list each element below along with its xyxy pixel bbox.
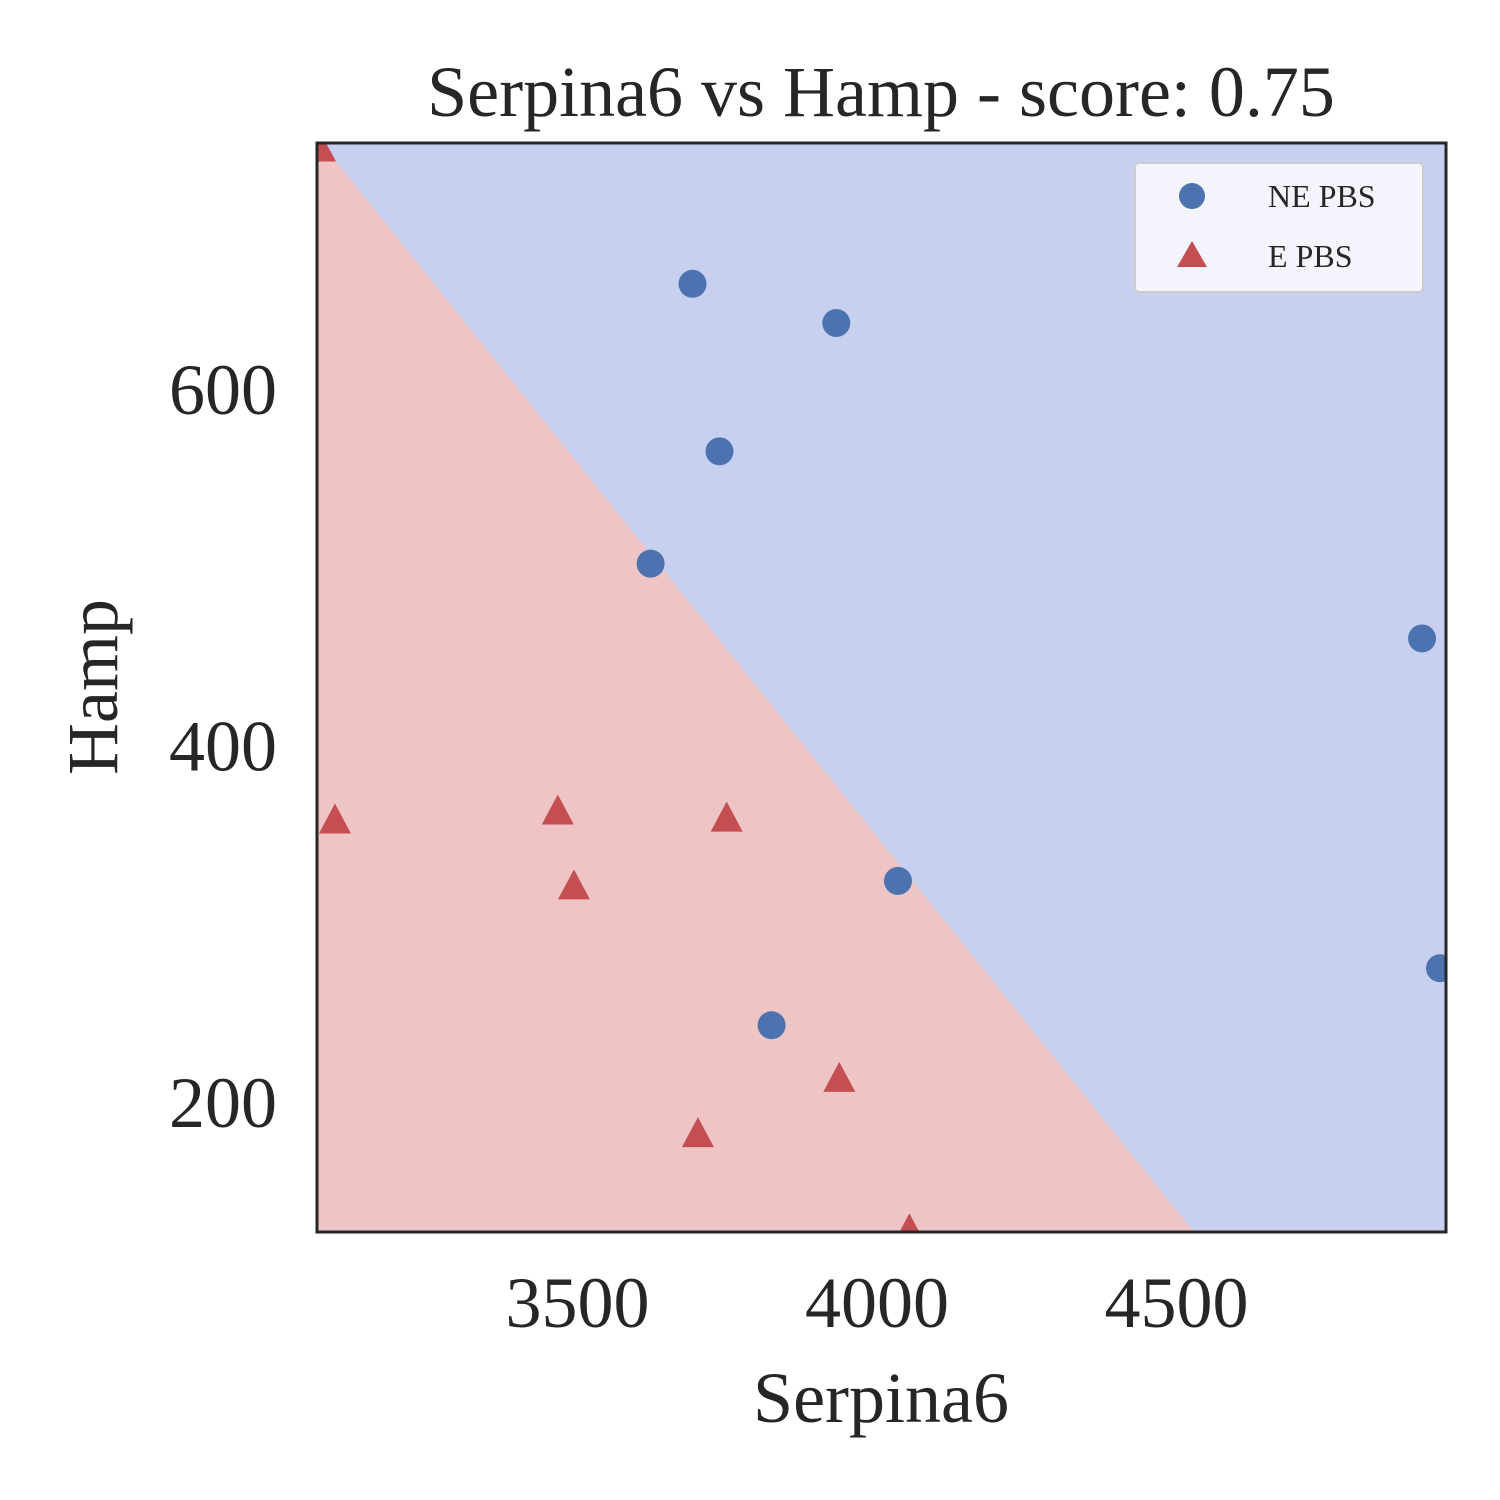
x-axis-label: Serpina6 [753, 1358, 1009, 1438]
ne-pbs-point [883, 866, 912, 895]
x-tick-label: 4000 [805, 1263, 949, 1343]
x-tick-label: 3500 [506, 1263, 650, 1343]
legend-marker-ne-pbs [1179, 183, 1205, 209]
e-pbs-point [681, 1117, 714, 1148]
chart-title: Serpina6 vs Hamp - score: 0.75 [427, 52, 1335, 132]
ne-pbs-point [678, 269, 707, 298]
data-markers [317, 143, 1446, 1232]
y-tick-label: 400 [169, 706, 277, 786]
legend-label-e-pbs: E PBS [1268, 238, 1352, 274]
legend: NE PBS E PBS [1134, 162, 1424, 293]
y-tick-label: 600 [169, 350, 277, 430]
x-axis-ticks: 3500 4000 4500 [506, 1263, 1249, 1343]
e-pbs-point [557, 869, 590, 900]
legend-marker-e-pbs [1177, 241, 1207, 267]
ne-pbs-point [822, 309, 851, 338]
y-axis-ticks: 200 400 600 [169, 350, 277, 1143]
ne-pbs-point [757, 1011, 786, 1040]
ne-pbs-point [1426, 954, 1446, 983]
e-pbs-point [899, 1213, 920, 1232]
plot-frame [315, 141, 1448, 1234]
e-pbs-point [823, 1061, 856, 1092]
legend-frame [1134, 162, 1424, 293]
y-axis-label: Hamp [53, 599, 133, 775]
ne-pbs-point [705, 437, 734, 466]
ne-pbs-point [636, 549, 665, 578]
e-pbs-point [317, 143, 336, 162]
lower-region [317, 143, 1194, 1232]
e-pbs-point [318, 803, 351, 834]
y-tick-label: 200 [169, 1063, 277, 1143]
e-pbs-point [710, 801, 743, 832]
x-tick-label: 4500 [1104, 1263, 1248, 1343]
e-pbs-point [541, 794, 574, 825]
legend-label-ne-pbs: NE PBS [1268, 178, 1376, 214]
ne-pbs-point [1408, 624, 1437, 653]
